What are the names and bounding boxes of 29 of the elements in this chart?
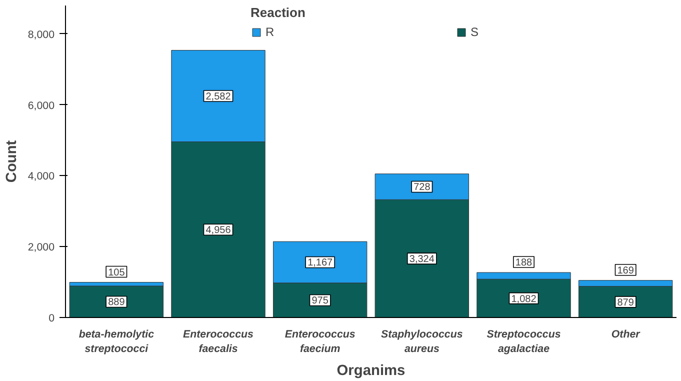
data-label: 879 [617,297,634,308]
y-tick-label: 2,000 [28,242,55,254]
bar [69,286,164,318]
x-tick-label: Enterococcus faecium [284,328,356,355]
x-tick-label: Staphylococcus aureus [381,328,463,355]
legend-label: S [470,25,480,39]
data-label: 4,956 [206,225,232,236]
data-label: 105 [108,267,126,278]
x-axis-title: Organims [336,362,406,379]
data-label: 3,324 [409,254,435,266]
y-axis-title: Count [4,140,20,183]
data-label: 2,582 [206,92,232,103]
y-tick-label: 4,000 [28,170,55,183]
data-label: 728 [414,182,431,194]
data-label: 1,167 [308,258,334,269]
y-tick-label: 8,000 [28,28,55,41]
x-tick-label: beta-hemolytic streptococci [78,328,154,355]
data-label: 169 [617,265,634,276]
x-tick-label: Streptococcus agalactiae [486,328,561,355]
x-tick-label: Other [611,328,641,340]
data-label: 889 [108,297,126,308]
data-label: 1,082 [511,294,537,305]
y-tick-label: 6,000 [28,100,55,112]
data-label: 975 [312,296,329,307]
y-tick-label: 0 [48,312,55,324]
x-tick-label: Enterococcus faecalis [183,328,254,355]
legend-title: Reaction [250,5,306,20]
data-label: 188 [515,257,533,268]
legend-label: R [266,25,276,39]
